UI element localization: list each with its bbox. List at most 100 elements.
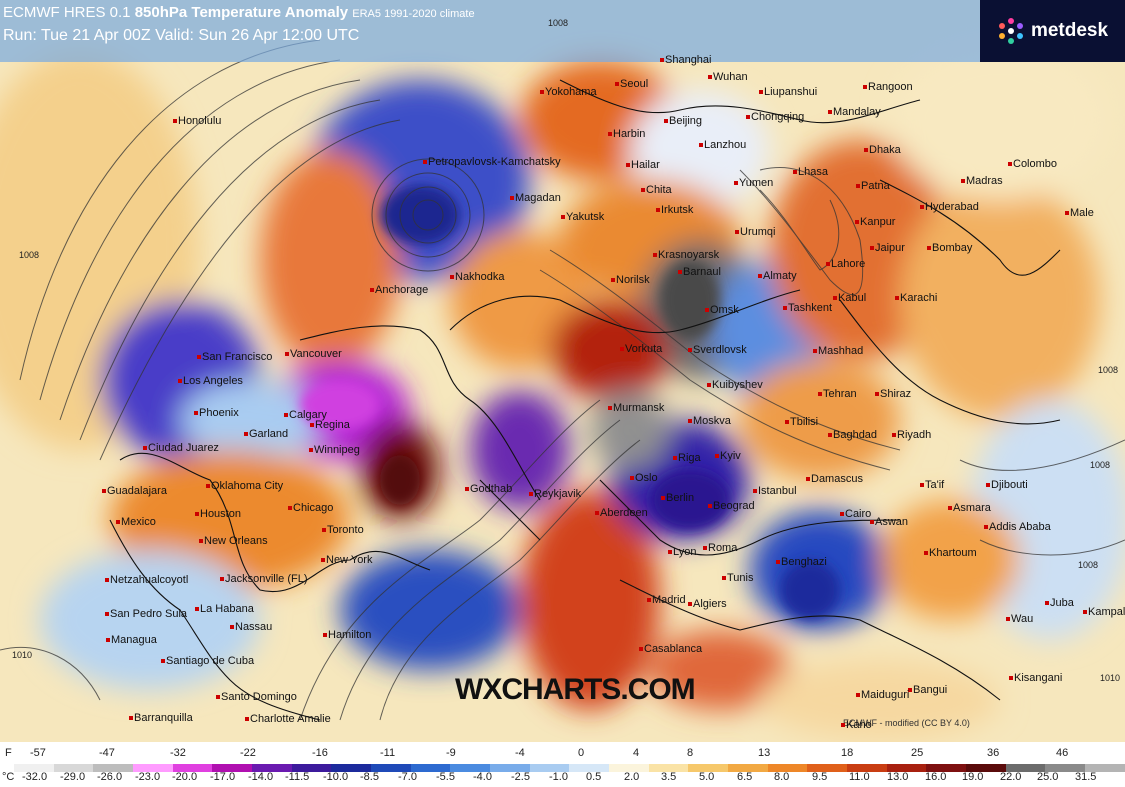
legend-c-label: 22.0	[1000, 771, 1022, 783]
city-label: Kyiv	[715, 450, 741, 462]
city-label: Damascus	[806, 473, 863, 485]
city-label: Sverdlovsk	[688, 344, 747, 356]
city-label: Wau	[1006, 613, 1033, 625]
legend-c-label: 19.0	[962, 771, 984, 783]
legend-swatch	[331, 764, 372, 772]
legend-c-label: 8.0	[774, 771, 790, 783]
city-label: Krasnoyarsk	[653, 249, 719, 261]
city-label: New Orleans	[199, 535, 268, 547]
city-label: Kano	[841, 719, 872, 731]
city-label: New York	[321, 554, 372, 566]
legend-f-label: 8	[687, 747, 694, 759]
city-label: Ciudad Juarez	[143, 442, 219, 454]
city-label: Oslo	[630, 472, 658, 484]
isobar-label: 1008	[19, 250, 40, 260]
temperature-anomaly-map	[0, 0, 1125, 742]
legend-f-unit: F	[5, 747, 12, 759]
city-label: Vorkuta	[620, 343, 662, 355]
legend-c-label: -29.0	[60, 771, 86, 783]
isobar-label: 1010	[1100, 673, 1121, 683]
city-label: Irkutsk	[656, 204, 693, 216]
city-label: Yokohama	[540, 86, 597, 98]
city-label: Lanzhou	[699, 139, 746, 151]
legend-swatch	[252, 764, 292, 772]
city-label: Bangui	[908, 684, 947, 696]
legend-c-label: -7.0	[398, 771, 417, 783]
city-label: Almaty	[758, 270, 797, 282]
city-label: Khartoum	[924, 547, 977, 559]
legend: F -57 -47 -32 -22 -16 -11 -9 -4 0 4 8 13 18 25 36 46 °C…	[0, 742, 1125, 787]
city-label: Harbin	[608, 128, 645, 140]
city-label: Toronto	[322, 524, 364, 536]
city-label: Riga	[673, 452, 701, 464]
legend-c-label: 13.0	[887, 771, 909, 783]
city-label: Shanghai	[660, 54, 712, 66]
city-label: Winnipeg	[309, 444, 360, 456]
city-label: Karachi	[895, 292, 937, 304]
model-name: ECMWF HRES 0.1	[3, 4, 131, 21]
legend-swatch	[1005, 764, 1046, 772]
city-label: Oklahoma City	[206, 480, 283, 492]
city-label: Chicago	[288, 502, 333, 514]
city-label: Tashkent	[783, 302, 832, 314]
city-label: Wuhan	[708, 71, 748, 83]
legend-c-label: 2.0	[624, 771, 640, 783]
legend-f-label: 25	[911, 747, 924, 759]
ecmwf-credit: ECMWF - modified (CC BY 4.0)	[843, 718, 970, 728]
city-label: Maiduguri	[856, 689, 909, 701]
city-label: Lhasa	[793, 166, 828, 178]
city-label: Kampala	[1083, 606, 1125, 618]
metdesk-star-icon	[998, 18, 1023, 44]
city-label: Mexico	[116, 516, 156, 528]
city-label: Lahore	[826, 258, 865, 270]
legend-c-label: 0.5	[586, 771, 602, 783]
city-label: Managua	[106, 634, 157, 646]
legend-swatch	[529, 764, 570, 772]
city-label: Rangoon	[863, 81, 913, 93]
legend-f-label: 18	[841, 747, 854, 759]
legend-c-label: -17.0	[210, 771, 236, 783]
city-label: Lyon	[668, 546, 696, 558]
legend-swatch	[490, 764, 530, 772]
legend-swatch	[53, 764, 94, 772]
legend-f-label: 13	[758, 747, 771, 759]
city-label: San Francisco	[197, 351, 272, 363]
legend-f-label: -57	[30, 747, 46, 759]
city-label: Male	[1065, 207, 1094, 219]
city-label: Mashhad	[813, 345, 863, 357]
legend-swatch	[966, 764, 1006, 772]
city-label: Kanpur	[855, 216, 895, 228]
city-label: Calgary	[284, 409, 327, 421]
city-label: Ta'if	[920, 479, 944, 491]
legend-c-unit: °C	[2, 771, 15, 783]
legend-swatch	[291, 764, 332, 772]
city-label: Kabul	[833, 292, 866, 304]
city-label: Barnaul	[678, 266, 721, 278]
city-label: Barranquilla	[129, 712, 193, 724]
city-label: Istanbul	[753, 485, 797, 497]
isobar-label: 1010	[12, 650, 33, 660]
city-label: Reykjavik	[529, 488, 581, 500]
metdesk-logo-text: metdesk	[1030, 20, 1109, 41]
city-label: Moskva	[688, 415, 731, 427]
legend-c-label: -32.0	[22, 771, 48, 783]
city-label: Shiraz	[875, 388, 911, 400]
city-label: Regina	[310, 419, 350, 431]
city-label: Garland	[244, 428, 288, 440]
city-label: Tehran	[818, 388, 857, 400]
city-label: Petropavlovsk-Kamchatsky	[423, 156, 561, 168]
city-label: Godthab	[465, 483, 512, 495]
legend-swatch	[1085, 764, 1125, 772]
legend-c-label: 11.0	[849, 771, 870, 783]
city-label: Hamilton	[323, 629, 371, 641]
city-label: Murmansk	[608, 402, 664, 414]
legend-swatch	[886, 764, 927, 772]
legend-swatch	[688, 764, 729, 772]
legend-swatch	[807, 764, 848, 772]
city-label: Seoul	[615, 78, 648, 90]
city-label: Aberdeen	[595, 507, 648, 519]
metdesk-logo: metdesk	[980, 0, 1125, 62]
city-label: Santo Domingo	[216, 691, 297, 703]
city-label: Kuibyshev	[707, 379, 763, 391]
field-name: 850hPa Temperature Anomaly	[134, 4, 349, 21]
